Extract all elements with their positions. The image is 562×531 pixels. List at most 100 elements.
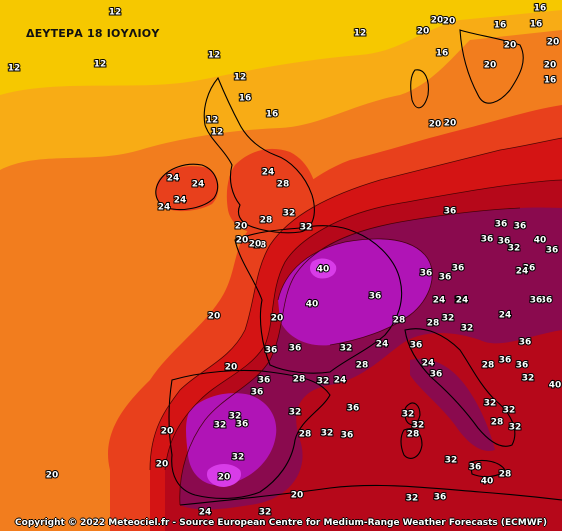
temperature-label: 36 [265, 346, 278, 356]
temperature-label: 20 [208, 312, 221, 322]
temperature-label: 40 [534, 236, 547, 246]
temperature-label: 12 [234, 73, 247, 83]
temperature-label: 36 [410, 341, 423, 351]
temperature-label: 36 [420, 269, 433, 279]
temperature-label: 32 [402, 410, 415, 420]
temperature-label: 20 [236, 236, 249, 246]
temperature-label: 16 [239, 94, 252, 104]
temperature-label: 36 [258, 376, 271, 386]
temperature-label: 20 [431, 16, 444, 26]
temperature-label: 28 [356, 361, 369, 371]
temperature-label: 32 [442, 314, 455, 324]
band-24-uk [226, 148, 321, 239]
temperature-label: 36 [495, 220, 508, 230]
temperature-label: 32 [522, 374, 535, 384]
temperature-label: 16 [436, 49, 449, 59]
temperature-label: 40 [317, 265, 330, 275]
coastlines [155, 29, 562, 506]
temperature-label: 36 [347, 404, 360, 414]
temperature-label: 36 [523, 264, 536, 274]
temperature-label: 36 [546, 246, 559, 256]
temperature-label: 16 [494, 21, 507, 31]
temperature-label: 20 [444, 119, 457, 129]
temperature-label: 12 [94, 60, 107, 70]
coast-corsica [404, 402, 421, 426]
temperature-label: 36 [430, 370, 443, 380]
temperature-label: 12 [354, 29, 367, 39]
temperature-label: 32 [461, 324, 474, 334]
coast-north-africa [179, 484, 562, 506]
coast-scandinavia [459, 29, 524, 104]
temperature-label: 20 [429, 120, 442, 130]
temperature-label: 20 [235, 222, 248, 232]
band-36-italy [410, 358, 495, 451]
temperature-label: 32 [283, 209, 296, 219]
coast-iberia [168, 369, 331, 499]
temperature-label: 32 [300, 223, 313, 233]
temperature-label: 28 [393, 316, 406, 326]
temperature-label: 36 [540, 296, 553, 306]
temperature-label: 12 [206, 116, 219, 126]
temperature-label: 28 [277, 180, 290, 190]
temperature-label: 20 [443, 17, 456, 27]
temperature-label: 36 [251, 388, 264, 398]
temperature-label: 24 [433, 296, 446, 306]
temperature-label: 32 [340, 344, 353, 354]
temperature-label: 32 [321, 429, 334, 439]
temperature-label: 24 [422, 359, 435, 369]
temperature-label: 36 [452, 264, 465, 274]
temperature-label: 24 [262, 168, 275, 178]
temperature-label: 16 [266, 110, 279, 120]
isotherm-contours [149, 137, 562, 506]
temperature-label: 28 [427, 319, 440, 329]
temperature-label: 24 [455, 296, 468, 306]
band-44-france [310, 258, 337, 279]
temperature-label: 24 [199, 508, 212, 518]
temperature-label: 24 [334, 376, 347, 386]
temperature-label: 36 [514, 222, 527, 232]
temperature-label: 20 [544, 61, 557, 71]
temperature-label: 24 [174, 196, 187, 206]
temperature-label: 32 [503, 406, 516, 416]
temperature-label: 20 [504, 41, 517, 51]
isotherm-40 [277, 238, 433, 346]
temperature-label: 32 [232, 453, 245, 463]
temperature-label: 12 [211, 128, 224, 138]
temperature-label: 28 [482, 361, 495, 371]
temperature-label: 12 [8, 64, 21, 74]
temperature-label: 16 [530, 20, 543, 30]
temperature-label: 24 [499, 311, 512, 321]
isotherm-28 [149, 137, 562, 471]
isotherm-36 [179, 207, 521, 506]
temperature-label: 28 [499, 470, 512, 480]
coast-france [234, 225, 403, 374]
temperature-label: 32 [508, 244, 521, 254]
temperature-label: 36 [289, 344, 302, 354]
coast-italy [404, 328, 516, 447]
temperature-label: 20 [218, 473, 231, 483]
temperature-label: 20 [271, 314, 284, 324]
band-24-ireland [155, 166, 219, 212]
coast-sicily [469, 459, 506, 478]
temperature-label: 20 [417, 27, 430, 37]
temperature-label: 36 [519, 338, 532, 348]
temperature-label: 16 [534, 4, 547, 14]
temperature-label: 20 [161, 427, 174, 437]
temperature-label: 32 [289, 408, 302, 418]
temperature-label: 24 [456, 296, 469, 306]
temperature-label: 32 [445, 456, 458, 466]
temperature-label: 28 [491, 418, 504, 428]
temperature-label: 36 [434, 493, 447, 503]
temperature-label: 32 [317, 377, 330, 387]
coast-denmark [410, 69, 429, 109]
coast-britain [203, 76, 315, 234]
temperature-label: 32 [214, 421, 227, 431]
isotherm-32 [164, 179, 562, 471]
coast-sardinia [400, 428, 423, 459]
temperature-label: 32 [229, 412, 242, 422]
temperature-label: 24 [376, 340, 389, 350]
temperature-label: 24 [158, 203, 171, 213]
temperature-label: 20 [547, 38, 560, 48]
